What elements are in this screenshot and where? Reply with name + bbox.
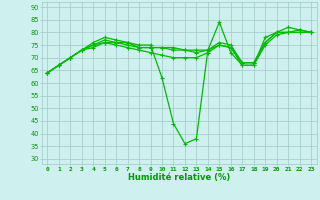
X-axis label: Humidité relative (%): Humidité relative (%)	[128, 173, 230, 182]
